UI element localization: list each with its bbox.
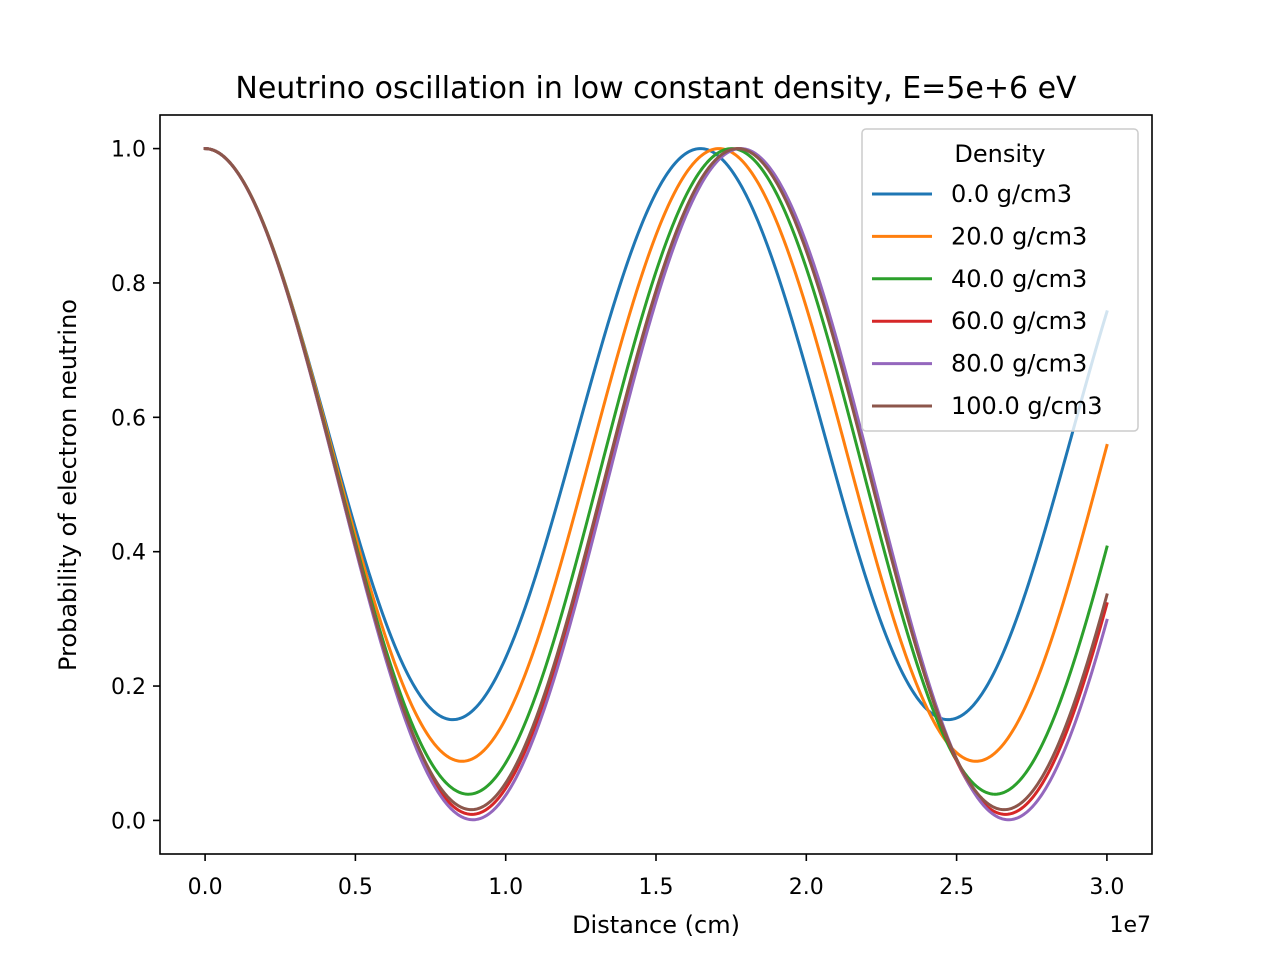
legend-box: [861, 128, 1139, 432]
y-tick-label: 0.2: [111, 675, 146, 700]
x-tick-label: 1.5: [639, 875, 674, 900]
series-line-1: [203, 147, 1109, 763]
y-tick-label: 0.0: [111, 809, 146, 834]
legend-title: Density: [954, 140, 1045, 168]
chart-title: Neutrino oscillation in low constant den…: [235, 71, 1077, 106]
legend-label-2: 40.0 g/cm3: [951, 265, 1087, 293]
x-tick-label: 1.0: [488, 875, 523, 900]
legend: Density 0.0 g/cm3 20.0 g/cm3 40.0 g/cm3 60.0…: [861, 128, 1139, 432]
legend-label-3: 60.0 g/cm3: [951, 307, 1087, 335]
x-axis-offset-label: 1e7: [1109, 913, 1151, 938]
x-tick-label: 2.0: [789, 875, 824, 900]
x-tick-label: 2.5: [939, 875, 974, 900]
legend-label-5: 100.0 g/cm3: [951, 392, 1103, 420]
y-tick-label: 0.8: [111, 272, 146, 297]
x-axis: 0.0 0.5 1.0 1.5 2.0 2.5 3.0: [188, 854, 1124, 900]
y-tick-label: 0.4: [111, 541, 146, 566]
x-tick-label: 0.5: [338, 875, 373, 900]
y-tick-label: 0.6: [111, 406, 146, 431]
legend-label-0: 0.0 g/cm3: [951, 180, 1072, 208]
x-axis-label: Distance (cm): [572, 911, 740, 939]
x-tick-label: 0.0: [188, 875, 223, 900]
series-lines: [203, 147, 1109, 822]
y-axis-label: Probability of electron neutrino: [54, 299, 82, 671]
series-line-0: [203, 147, 1109, 722]
series-line-5: [203, 147, 1109, 812]
y-tick-label: 1.0: [111, 138, 146, 163]
legend-label-1: 20.0 g/cm3: [951, 222, 1087, 250]
legend-label-4: 80.0 g/cm3: [951, 350, 1087, 378]
y-axis: 0.0 0.2 0.4 0.6 0.8 1.0: [111, 138, 160, 834]
x-tick-label: 3.0: [1089, 875, 1124, 900]
